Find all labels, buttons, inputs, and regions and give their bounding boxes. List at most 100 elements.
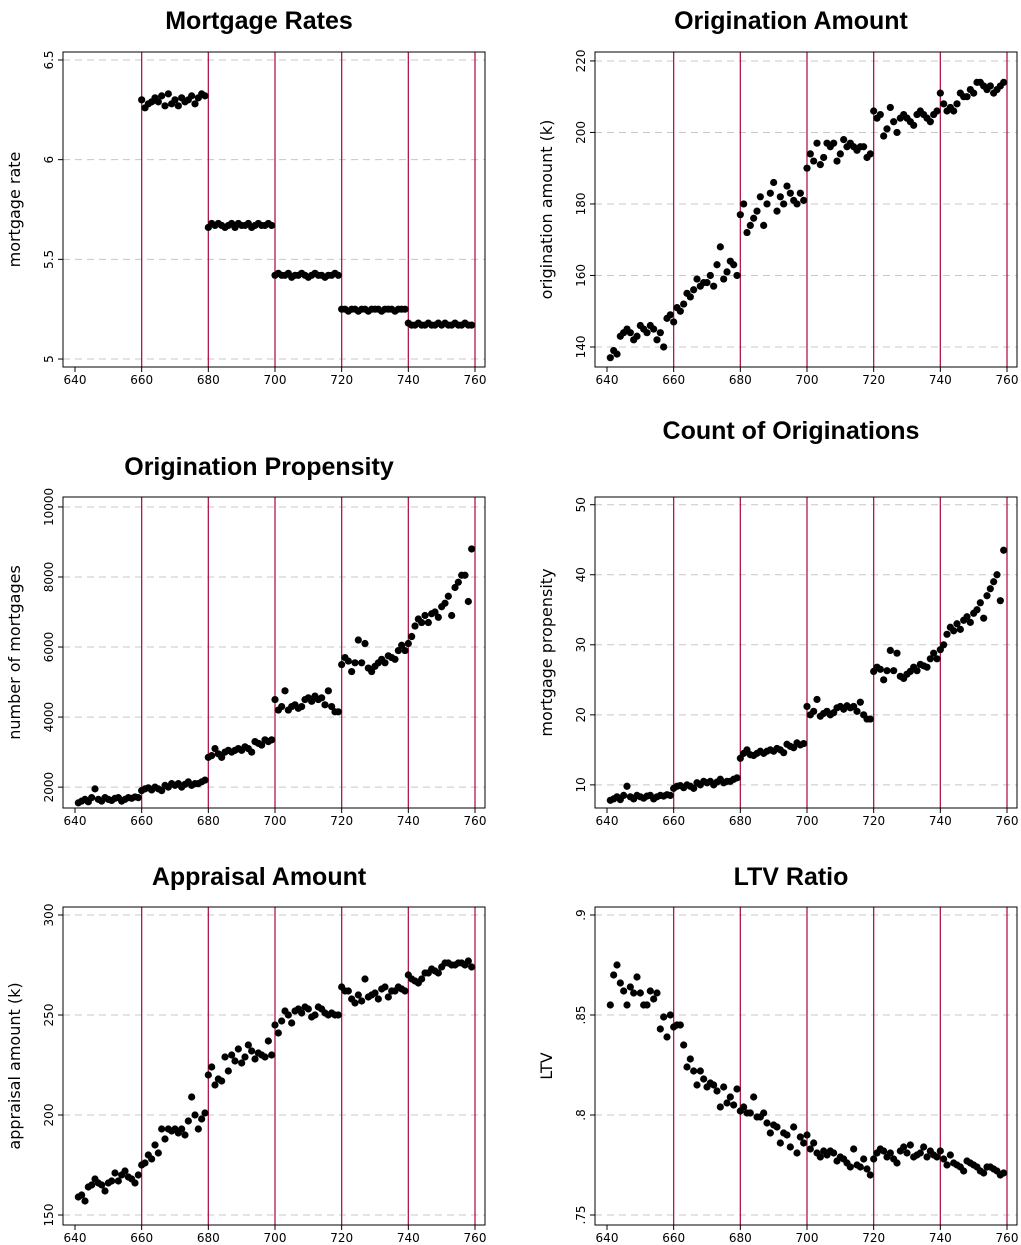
point <box>351 999 359 1007</box>
point <box>114 1177 122 1185</box>
point <box>750 1093 758 1101</box>
x-tick-label: 700 <box>796 814 819 828</box>
point <box>763 200 771 208</box>
point <box>990 578 998 586</box>
point <box>358 659 366 667</box>
point <box>740 1103 748 1111</box>
point <box>178 1125 186 1133</box>
y-tick-label: 200 <box>574 121 588 144</box>
point <box>693 1081 701 1089</box>
plot-frame <box>62 906 486 1226</box>
y-tick-label: 160 <box>574 264 588 287</box>
point <box>676 307 684 315</box>
point <box>876 110 884 119</box>
plot-frame <box>594 496 1018 809</box>
point <box>743 228 751 237</box>
x-tick-label: 680 <box>729 373 752 387</box>
point <box>783 182 791 190</box>
point <box>980 1169 988 1177</box>
point <box>773 207 781 215</box>
point <box>866 1171 874 1179</box>
x-tick-label: 700 <box>264 373 287 387</box>
point <box>773 1123 781 1131</box>
point <box>893 1159 901 1167</box>
x-tick-label: 660 <box>662 814 685 828</box>
point <box>361 639 369 648</box>
x-tick-label: 720 <box>330 373 353 387</box>
y-axis-label: origination amount (k) <box>537 120 556 300</box>
point <box>468 321 476 329</box>
point <box>444 592 452 600</box>
point <box>953 100 961 108</box>
point <box>723 1099 731 1107</box>
point <box>733 271 741 280</box>
point <box>813 139 821 147</box>
plot-frame <box>62 496 486 809</box>
point <box>726 1093 734 1101</box>
point <box>953 620 961 628</box>
point <box>856 698 864 706</box>
point <box>660 343 668 351</box>
point <box>933 655 941 663</box>
point <box>690 784 698 792</box>
point <box>800 196 808 204</box>
point <box>626 983 634 991</box>
point <box>883 125 891 133</box>
point <box>720 275 728 283</box>
point <box>993 571 1001 579</box>
point <box>138 96 146 104</box>
point <box>318 694 326 702</box>
point <box>616 979 624 987</box>
point <box>973 606 981 614</box>
point <box>666 791 674 799</box>
point <box>158 787 166 795</box>
point <box>880 676 888 684</box>
point <box>643 1001 651 1009</box>
point <box>946 1151 954 1159</box>
point <box>770 178 778 187</box>
point <box>421 611 429 620</box>
point <box>451 583 459 592</box>
y-axis-label: mortgage propensity <box>537 568 556 736</box>
x-tick-label: 660 <box>662 373 685 387</box>
point <box>404 639 412 648</box>
point <box>700 1075 708 1083</box>
x-tick-label: 740 <box>929 814 952 828</box>
point <box>750 214 758 222</box>
point <box>886 646 894 654</box>
point <box>633 973 641 981</box>
point <box>853 707 861 715</box>
point <box>710 282 718 290</box>
x-tick-label: 640 <box>64 814 87 828</box>
point <box>863 1165 871 1173</box>
point <box>886 103 894 112</box>
point <box>188 92 196 100</box>
point <box>201 1109 209 1117</box>
point <box>158 92 166 100</box>
point <box>900 1143 908 1151</box>
y-axis-label: number of mortgages <box>5 565 24 740</box>
point <box>328 702 336 711</box>
point <box>980 614 988 622</box>
point <box>870 107 878 115</box>
point <box>806 1145 814 1153</box>
point <box>181 1131 189 1139</box>
x-tick-label: 660 <box>130 1231 153 1245</box>
point <box>381 659 389 667</box>
x-tick-label: 720 <box>862 814 885 828</box>
point <box>776 1139 784 1147</box>
point <box>224 1067 232 1075</box>
x-tick-label: 700 <box>796 373 819 387</box>
y-tick-label: 6 <box>42 156 56 164</box>
point <box>800 1139 808 1147</box>
point <box>786 189 794 197</box>
x-tick-label: 760 <box>996 373 1019 387</box>
point <box>344 987 352 995</box>
point <box>408 632 416 641</box>
point <box>311 1011 319 1019</box>
point <box>730 1101 738 1109</box>
point <box>793 200 801 208</box>
x-tick-label: 680 <box>197 1231 220 1245</box>
x-tick-label: 680 <box>729 814 752 828</box>
